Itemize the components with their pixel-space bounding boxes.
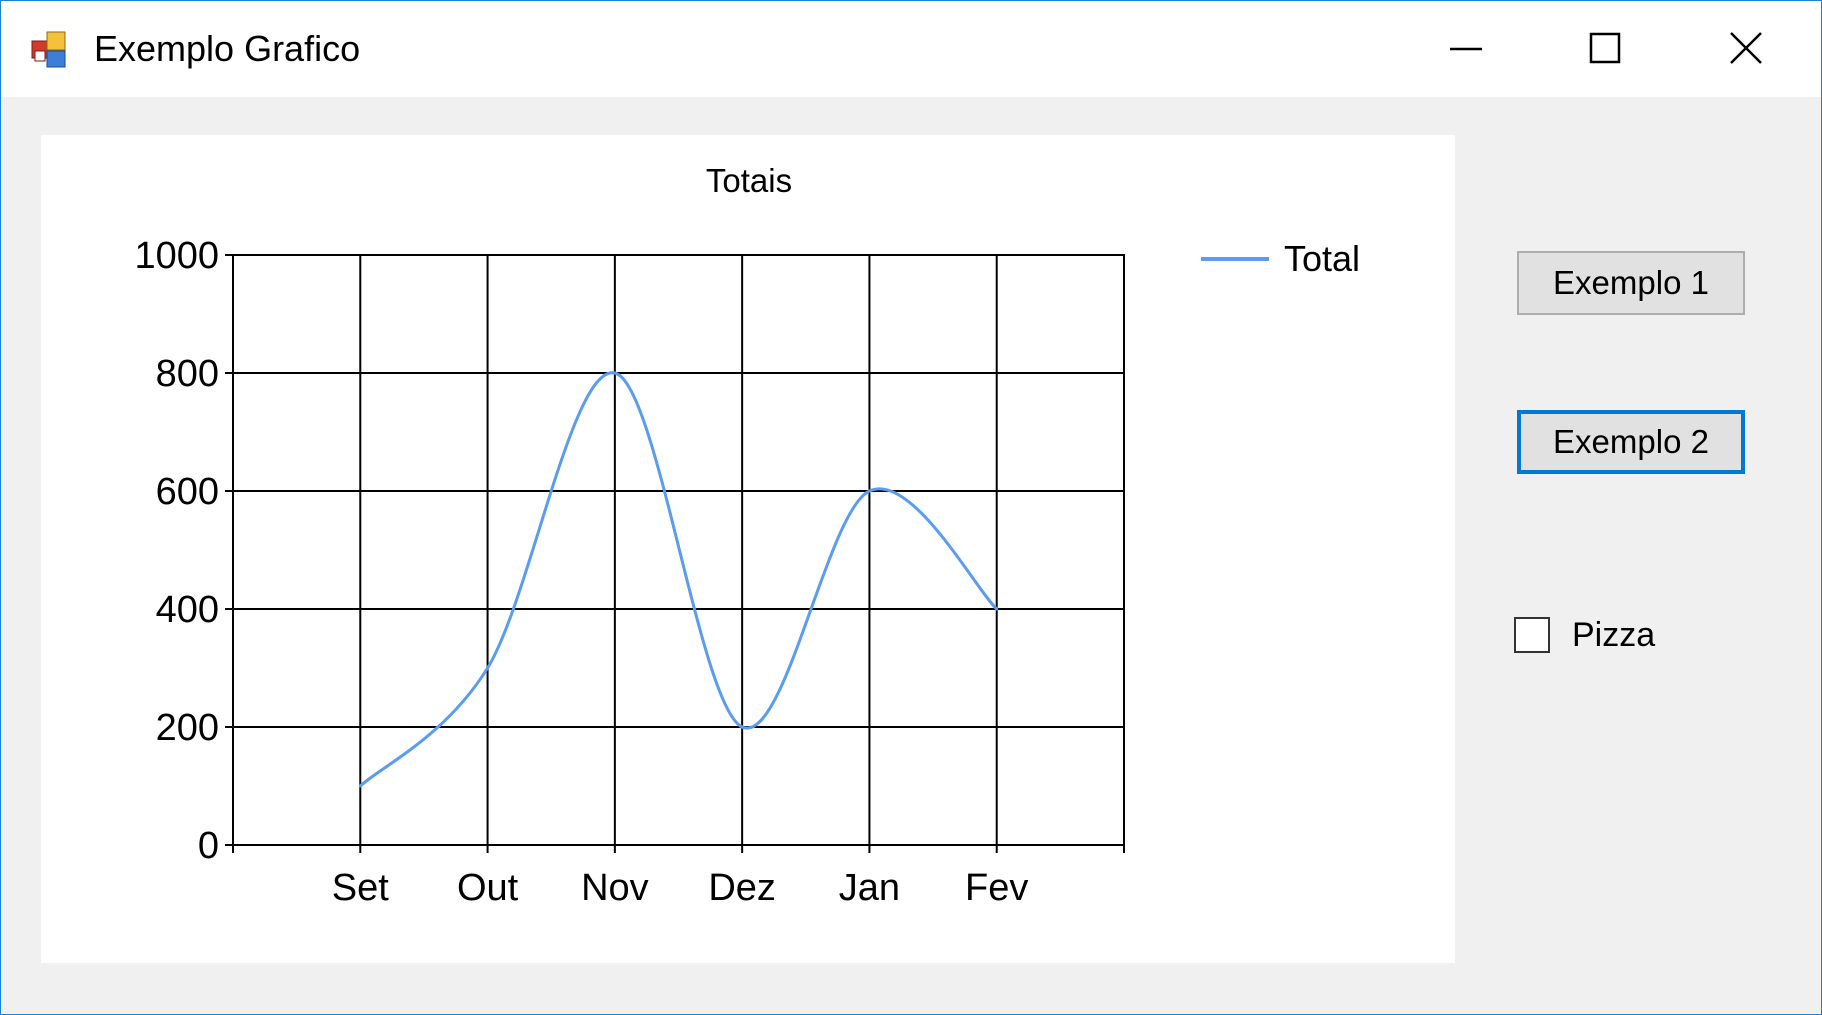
close-button[interactable]: [1676, 1, 1816, 97]
series-line-total: [359, 371, 998, 788]
data-point: [613, 371, 617, 375]
data-point: [486, 666, 490, 670]
chart-panel: Totais 0 200 400 600 800 1000 Set Out Nov Dez Jan F…: [41, 135, 1455, 963]
app-icon: [31, 31, 66, 68]
exemplo-1-button[interactable]: Exemplo 1: [1517, 251, 1745, 315]
line-chart: Totais 0 200 400 600 800 1000 Set Out Nov Dez Jan F…: [134, 162, 1360, 909]
x-tick-label: Out: [457, 867, 519, 909]
chart-title: Totais: [706, 162, 792, 199]
minimize-button[interactable]: [1396, 1, 1536, 97]
y-tick-label: 800: [156, 353, 219, 395]
data-point: [995, 607, 999, 611]
minimize-icon: [1450, 47, 1482, 51]
maximize-icon: [1589, 32, 1621, 64]
x-tick-label: Set: [332, 867, 389, 909]
x-tick-label: Fev: [965, 867, 1028, 909]
y-tick-label: 1000: [134, 235, 219, 277]
maximize-button[interactable]: [1536, 1, 1676, 97]
y-tick-label: 200: [156, 707, 219, 749]
plot-frame: [232, 254, 1125, 846]
x-tick-label: Nov: [581, 867, 649, 909]
y-tick-label: 0: [198, 825, 219, 867]
close-icon: [1730, 32, 1762, 64]
legend-label: Total: [1284, 238, 1360, 279]
data-point: [740, 725, 744, 729]
x-tick-label: Jan: [839, 867, 900, 909]
title-bar[interactable]: Exemplo Grafico: [1, 1, 1821, 97]
y-tick-label: 400: [156, 589, 219, 631]
pizza-checkbox-box[interactable]: [1514, 617, 1550, 653]
x-tick-label: Dez: [708, 867, 776, 909]
window-title: Exemplo Grafico: [94, 28, 361, 69]
y-tick-label: 600: [156, 471, 219, 513]
exemplo-2-button[interactable]: Exemplo 2: [1517, 410, 1745, 474]
data-point: [358, 784, 362, 788]
data-point: [867, 489, 871, 493]
pizza-checkbox-label[interactable]: Pizza: [1572, 616, 1656, 654]
